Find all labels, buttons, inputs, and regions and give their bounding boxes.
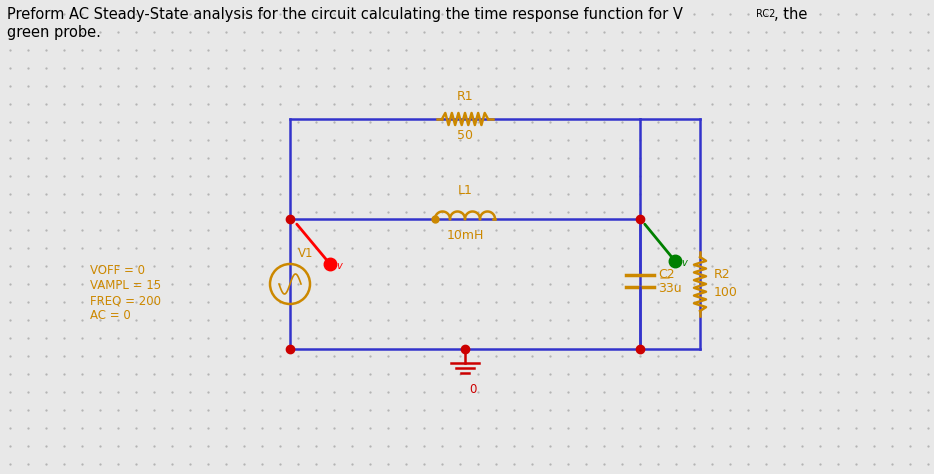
Text: RC2: RC2 — [756, 9, 775, 19]
Text: L1: L1 — [458, 184, 473, 197]
Text: v: v — [681, 258, 686, 268]
Text: C2: C2 — [658, 268, 674, 282]
Text: Preform AC Steady-State analysis for the circuit calculating the time response f: Preform AC Steady-State analysis for the… — [7, 7, 683, 22]
Text: 0: 0 — [469, 383, 476, 396]
Text: VOFF = 0: VOFF = 0 — [90, 264, 145, 277]
Text: AC = 0: AC = 0 — [90, 309, 131, 322]
Text: FREQ = 200: FREQ = 200 — [90, 294, 161, 307]
Text: R1: R1 — [457, 90, 474, 103]
Text: R2: R2 — [714, 267, 730, 281]
Text: 100: 100 — [714, 285, 738, 299]
Text: V1: V1 — [298, 247, 314, 260]
Text: 33u: 33u — [658, 283, 682, 295]
Text: v: v — [336, 261, 342, 271]
Text: , the: , the — [774, 7, 807, 22]
Text: green probe.: green probe. — [7, 25, 101, 40]
Text: 10mH: 10mH — [446, 229, 484, 242]
Text: VAMPL = 15: VAMPL = 15 — [90, 279, 162, 292]
Text: 50: 50 — [457, 129, 473, 142]
